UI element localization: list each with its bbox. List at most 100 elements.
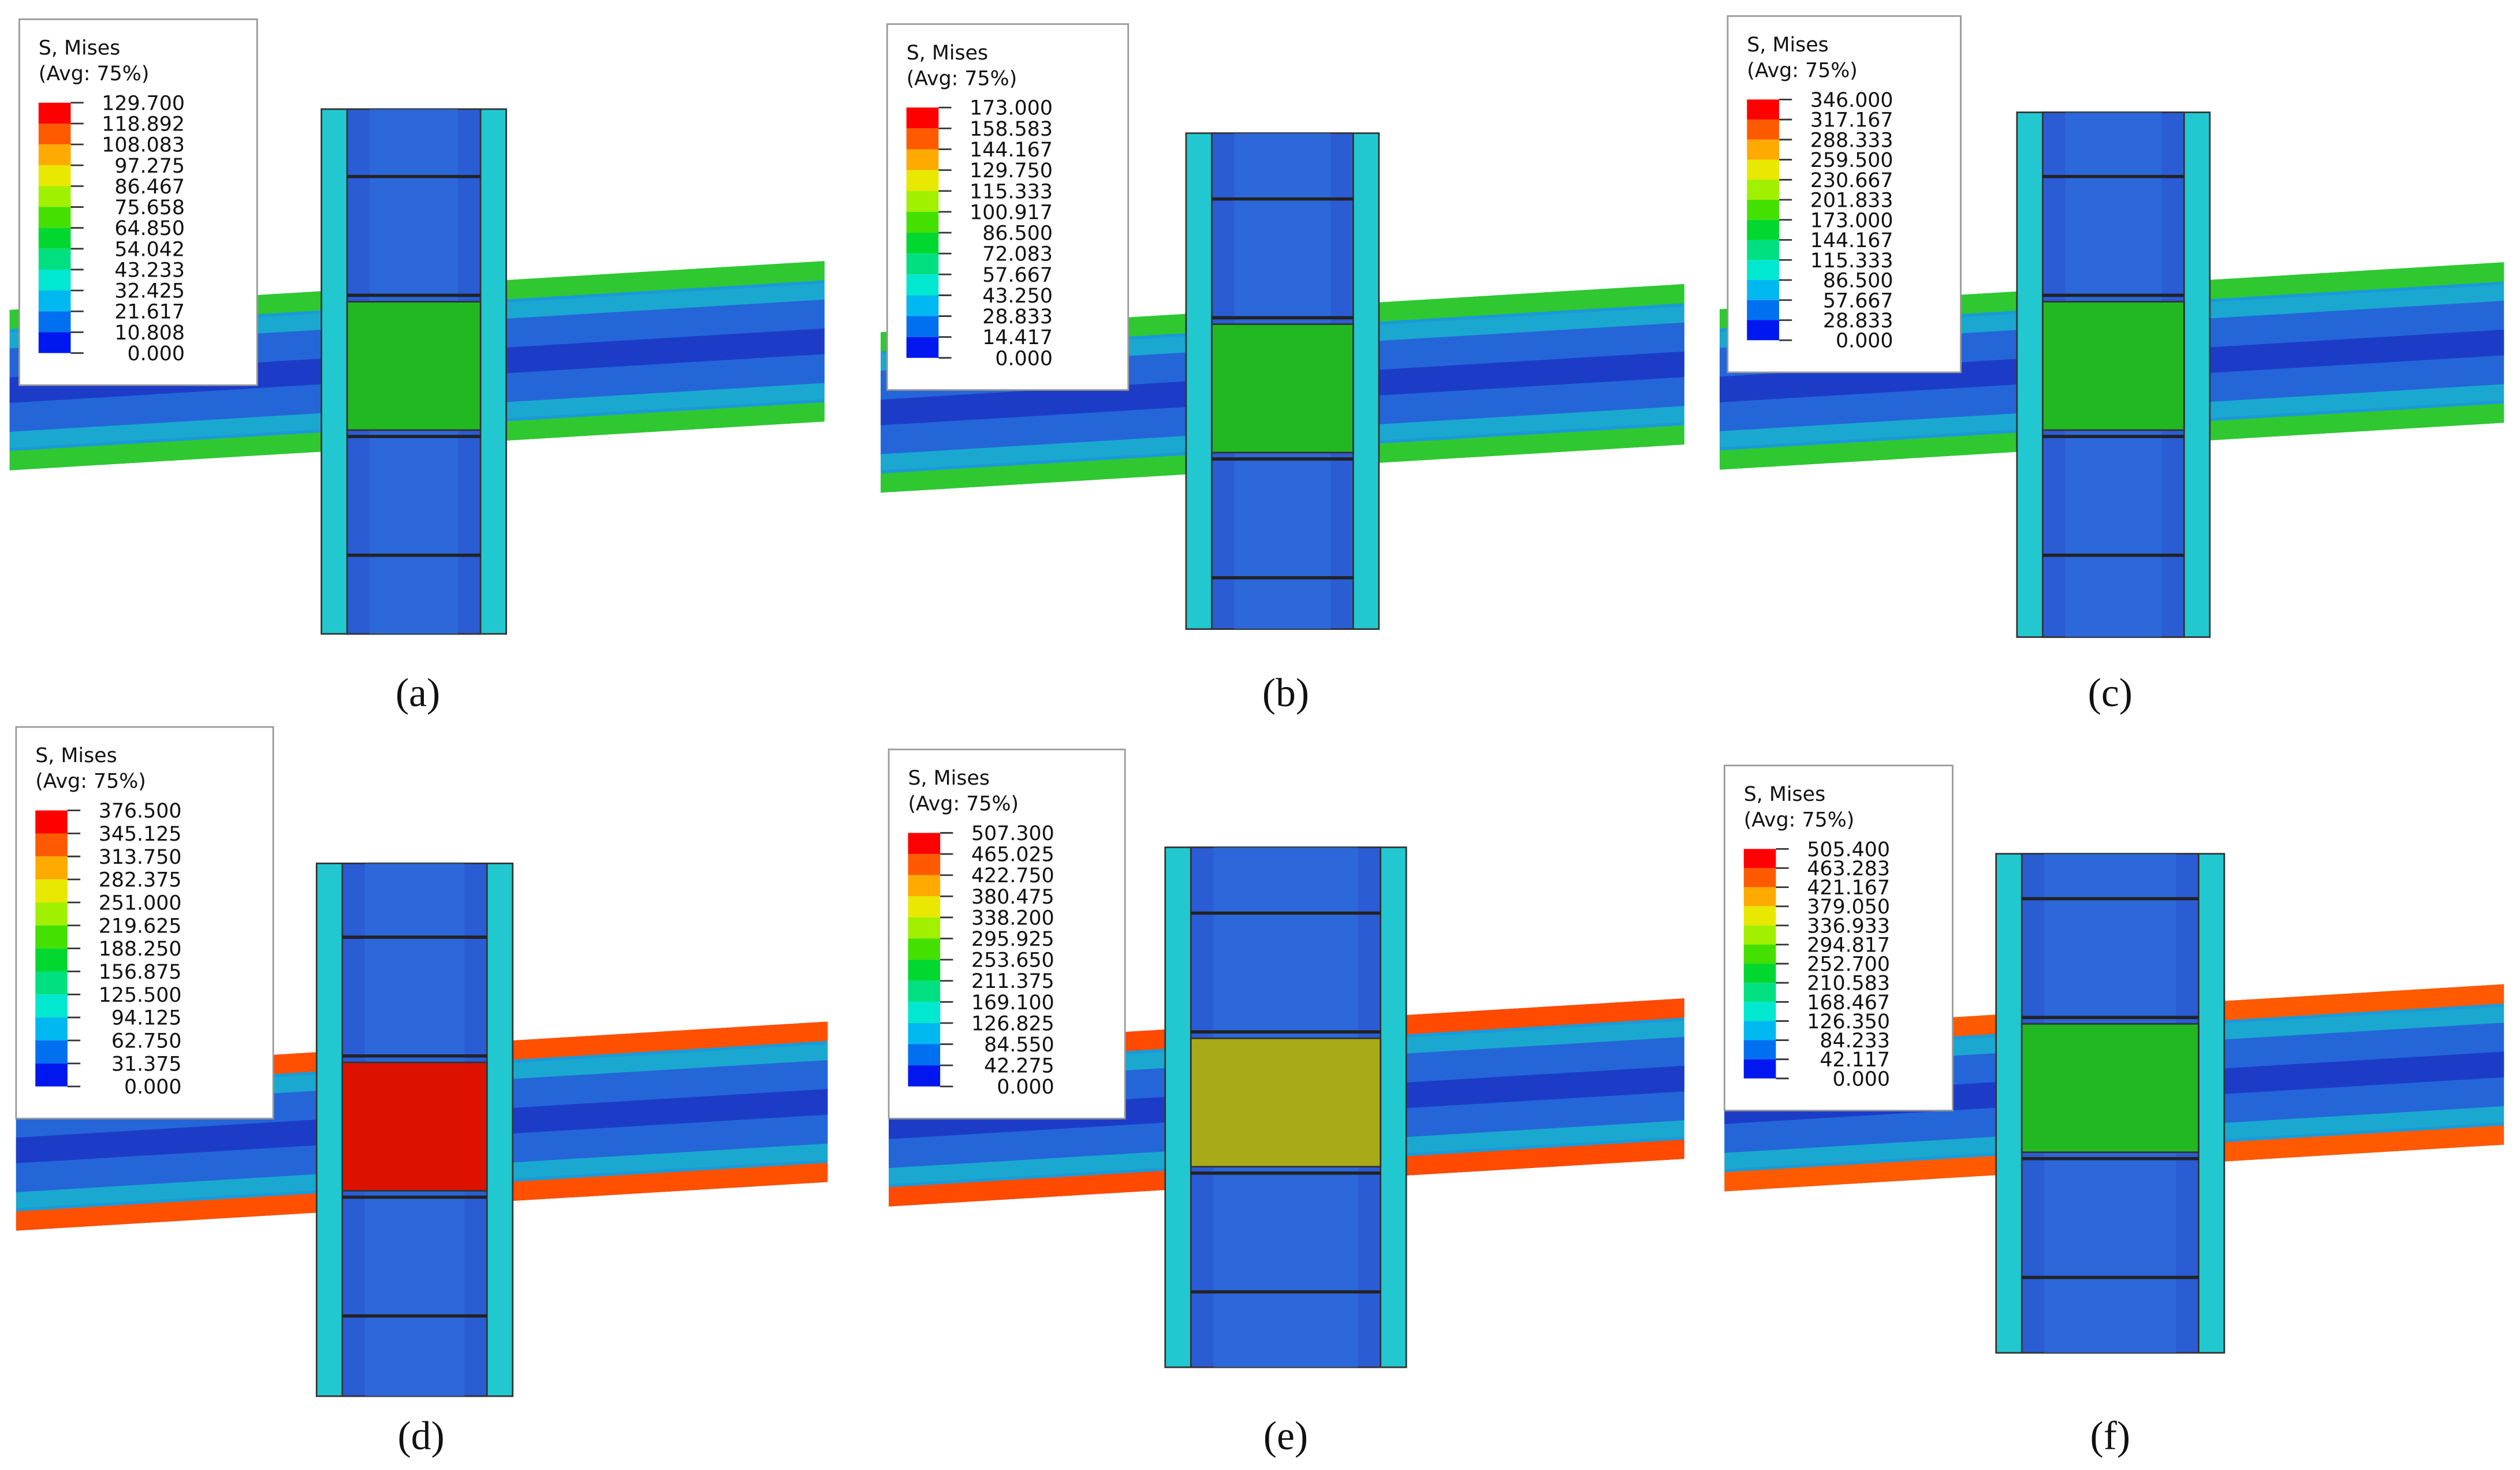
legend-level: 21.617 <box>114 301 185 324</box>
legend-title: S, Mises <box>35 744 117 767</box>
legend-swatch <box>38 227 71 249</box>
legend-level: 10.808 <box>114 322 185 345</box>
legend-level: 86.467 <box>114 176 185 199</box>
legend-level: 57.667 <box>1823 289 1893 312</box>
legend-level: 28.833 <box>1823 309 1893 333</box>
legend-level: 84.550 <box>984 1034 1054 1057</box>
legend-level: 156.875 <box>99 961 182 984</box>
legend-swatch <box>1743 1002 1776 1021</box>
legend-swatch <box>1743 887 1776 906</box>
legend-level: 376.500 <box>99 800 182 823</box>
legend-swatch <box>908 833 941 855</box>
legend-level: 62.750 <box>111 1030 182 1053</box>
legend-level: 84.233 <box>1820 1029 1890 1053</box>
legend-level: 173.000 <box>1810 209 1893 232</box>
legend-level: 75.658 <box>114 196 185 219</box>
panel-zone <box>1190 1037 1382 1168</box>
legend-title: S, Mises <box>908 767 989 790</box>
legend-level: 42.275 <box>984 1055 1054 1078</box>
panel-zone <box>341 1061 488 1192</box>
legend-swatch <box>38 144 71 166</box>
legend-level: 173.000 <box>970 97 1053 120</box>
legend-swatch <box>38 248 71 270</box>
legend-level: 28.833 <box>982 305 1053 329</box>
legend-title: S, Mises <box>39 37 120 60</box>
legend-subtitle: (Avg: 75%) <box>907 67 1017 90</box>
legend-swatch <box>908 1065 941 1087</box>
legend-level: 129.750 <box>970 159 1053 182</box>
legend-level: 43.233 <box>114 259 185 282</box>
legend-swatch <box>1747 99 1779 120</box>
legend-level: 295.925 <box>971 928 1054 951</box>
panel-label: (c) <box>2088 671 2133 715</box>
legend-level: 57.667 <box>982 264 1053 287</box>
legend-level: 0.000 <box>1832 1068 1890 1091</box>
legend-level: 345.125 <box>99 823 182 846</box>
legend-swatch <box>908 854 941 875</box>
legend-level: 100.917 <box>970 201 1053 224</box>
panel-zone <box>2042 301 2185 431</box>
panel: S, Mises(Avg: 75%) 129.700118.892108.0839… <box>9 18 825 715</box>
legend-swatch <box>1743 925 1776 945</box>
legend-level: 129.700 <box>102 92 185 115</box>
legend-swatch <box>908 1002 941 1023</box>
legend-level: 118.892 <box>102 113 185 136</box>
legend-level: 252.700 <box>1807 953 1890 976</box>
legend-swatch <box>38 269 71 291</box>
legend-level: 507.300 <box>971 822 1054 845</box>
legend-swatch <box>38 332 71 353</box>
legend-level: 43.250 <box>982 285 1053 308</box>
legend-swatch <box>38 102 71 124</box>
legend-level: 230.667 <box>1810 169 1893 192</box>
legend-swatch <box>35 902 68 926</box>
legend-swatch <box>1747 280 1779 300</box>
legend-level: 379.050 <box>1807 896 1890 919</box>
legend-subtitle: (Avg: 75%) <box>39 62 150 85</box>
legend-level: 259.500 <box>1810 149 1893 172</box>
legend-level: 94.125 <box>111 1007 182 1030</box>
legend-swatch <box>1743 944 1776 964</box>
legend-level: 0.000 <box>995 347 1053 370</box>
legend-swatch <box>906 170 939 191</box>
panel-label: (e) <box>1263 1414 1308 1458</box>
legend-swatch <box>1747 260 1779 281</box>
legend-level: 144.167 <box>1810 229 1893 252</box>
legend-swatch <box>1747 120 1779 140</box>
legend-level: 188.250 <box>99 938 182 961</box>
legend-level: 72.083 <box>982 243 1053 266</box>
legend-swatch <box>35 971 68 995</box>
legend-swatch <box>35 1017 68 1041</box>
panel-zone <box>2021 1023 2200 1154</box>
legend-level: 338.200 <box>971 906 1054 930</box>
legend-swatch <box>35 879 68 902</box>
legend-swatch <box>906 316 939 337</box>
legend-swatch <box>906 295 939 316</box>
legend-swatch <box>906 191 939 212</box>
legend-swatch <box>38 124 71 145</box>
legend-level: 0.000 <box>124 1076 182 1099</box>
legend-swatch <box>908 938 941 960</box>
legend-title: S, Mises <box>1744 783 1825 806</box>
legend-level: 465.025 <box>971 844 1054 867</box>
legend-subtitle: (Avg: 75%) <box>1747 59 1858 82</box>
legend-level: 115.333 <box>1810 249 1893 273</box>
legend-swatch <box>1743 1021 1776 1040</box>
legend-level: 86.500 <box>982 222 1053 245</box>
panel-zone <box>346 301 482 431</box>
legend-swatch <box>908 896 941 917</box>
legend-level: 86.500 <box>1823 270 1893 293</box>
legend-swatch <box>908 1044 941 1066</box>
legend-swatch <box>35 810 68 834</box>
panel-label: (f) <box>2090 1414 2130 1458</box>
legend-subtitle: (Avg: 75%) <box>908 793 1019 816</box>
legend-swatch <box>1747 159 1779 180</box>
legend-level: 115.333 <box>970 180 1053 203</box>
legend-swatch <box>1747 320 1779 341</box>
legend-level: 42.117 <box>1820 1049 1890 1072</box>
legend-swatch <box>906 337 939 358</box>
legend-level: 64.850 <box>114 217 185 240</box>
legend-level: 0.000 <box>997 1076 1054 1099</box>
legend-level: 32.425 <box>114 280 185 303</box>
legend-swatch <box>35 994 68 1018</box>
